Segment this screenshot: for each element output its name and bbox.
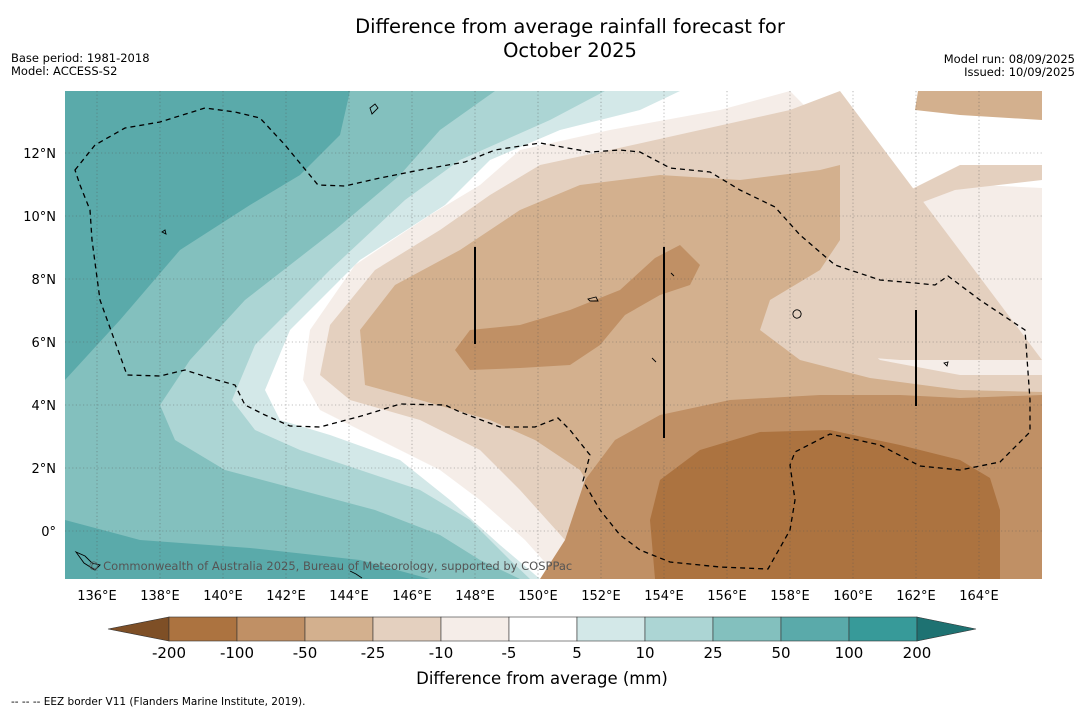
latitude-label: 4°N — [32, 399, 57, 414]
longitude-label: 144°E — [329, 589, 369, 604]
longitude-label: 154°E — [644, 589, 684, 604]
colorbar-extend-high — [916, 616, 977, 642]
longitude-label: 164°E — [959, 589, 999, 604]
colorbar-extend-low — [107, 616, 170, 642]
colorbar-label: -10 — [429, 644, 454, 662]
islands — [74, 103, 949, 579]
latitude-label: 6°N — [32, 336, 57, 351]
eez-footnote: -- -- -- EEZ border V11 (Flanders Marine… — [11, 696, 306, 708]
colorbar-label: 200 — [903, 644, 932, 662]
colorbar-segment — [712, 616, 782, 642]
colorbar-label: 100 — [835, 644, 864, 662]
colorbar-segment — [168, 616, 238, 642]
colorbar-label: -5 — [502, 644, 517, 662]
copyright-text: © Commonwealth of Australia 2025, Bureau… — [88, 559, 572, 573]
latitude-label: 10°N — [23, 210, 56, 225]
latitude-label: 0° — [41, 525, 56, 540]
colorbar-segment — [848, 616, 918, 642]
issued-text: Issued: 10/09/2025 — [964, 65, 1075, 79]
map-title-line-1: Difference from average rainfall forecas… — [355, 15, 785, 38]
colorbar-segment — [372, 616, 442, 642]
meta-left: Base period: 1981-2018 Model: ACCESS-S2 — [11, 52, 150, 78]
longitude-label: 150°E — [518, 589, 558, 604]
longitude-label: 140°E — [203, 589, 243, 604]
colorbar-segment — [236, 616, 306, 642]
colorbar-label: -100 — [220, 644, 254, 662]
latitude-labels: 12°N 10°N 8°N 6°N 4°N 2°N 0° — [23, 147, 56, 540]
colorbar-label: 10 — [635, 644, 654, 662]
contour-neg50-neg100-north — [455, 245, 700, 370]
colorbar-label: 5 — [572, 644, 582, 662]
colorbar-label: 25 — [703, 644, 722, 662]
colorbar-label: -25 — [361, 644, 386, 662]
longitude-label: 146°E — [392, 589, 432, 604]
colorbar-segment — [644, 616, 714, 642]
colorbar: -200 -100 -50 -25 -10 -5 5 10 25 50 100 200 — [107, 616, 977, 662]
latitude-label: 2°N — [32, 462, 57, 477]
longitude-label: 152°E — [581, 589, 621, 604]
longitude-labels: 136°E 138°E 140°E 142°E 144°E 146°E 148°E 150°E… — [77, 589, 999, 604]
eez-border — [74, 107, 1031, 570]
colorbar-label: 50 — [771, 644, 790, 662]
map-title-line-2: October 2025 — [503, 39, 637, 62]
model-run-text: Model run: 08/09/2025 — [943, 52, 1075, 66]
longitude-label: 136°E — [77, 589, 117, 604]
colorbar-label: -200 — [152, 644, 186, 662]
longitude-label: 158°E — [770, 589, 810, 604]
model-text: Model: ACCESS-S2 — [11, 64, 118, 78]
colorbar-segment — [780, 616, 850, 642]
base-period-text: Base period: 1981-2018 — [11, 51, 150, 65]
graticule — [65, 91, 1042, 579]
longitude-label: 156°E — [707, 589, 747, 604]
latitude-label: 8°N — [32, 273, 57, 288]
colorbar-label: -50 — [293, 644, 318, 662]
longitude-label: 142°E — [266, 589, 306, 604]
colorbar-segment — [440, 616, 510, 642]
colorbar-segment — [576, 616, 646, 642]
meta-right: Model run: 08/09/2025 Issued: 10/09/2025 — [944, 53, 1075, 79]
longitude-label: 138°E — [140, 589, 180, 604]
contour-field — [65, 91, 1042, 579]
longitude-label: 162°E — [896, 589, 936, 604]
colorbar-segment — [508, 616, 578, 642]
colorbar-axis-label: Difference from average (mm) — [416, 669, 668, 688]
latitude-label: 12°N — [23, 147, 56, 162]
longitude-label: 148°E — [455, 589, 495, 604]
colorbar-segment — [304, 616, 374, 642]
contour-neg100-neg200 — [650, 430, 1000, 579]
longitude-label: 160°E — [833, 589, 873, 604]
